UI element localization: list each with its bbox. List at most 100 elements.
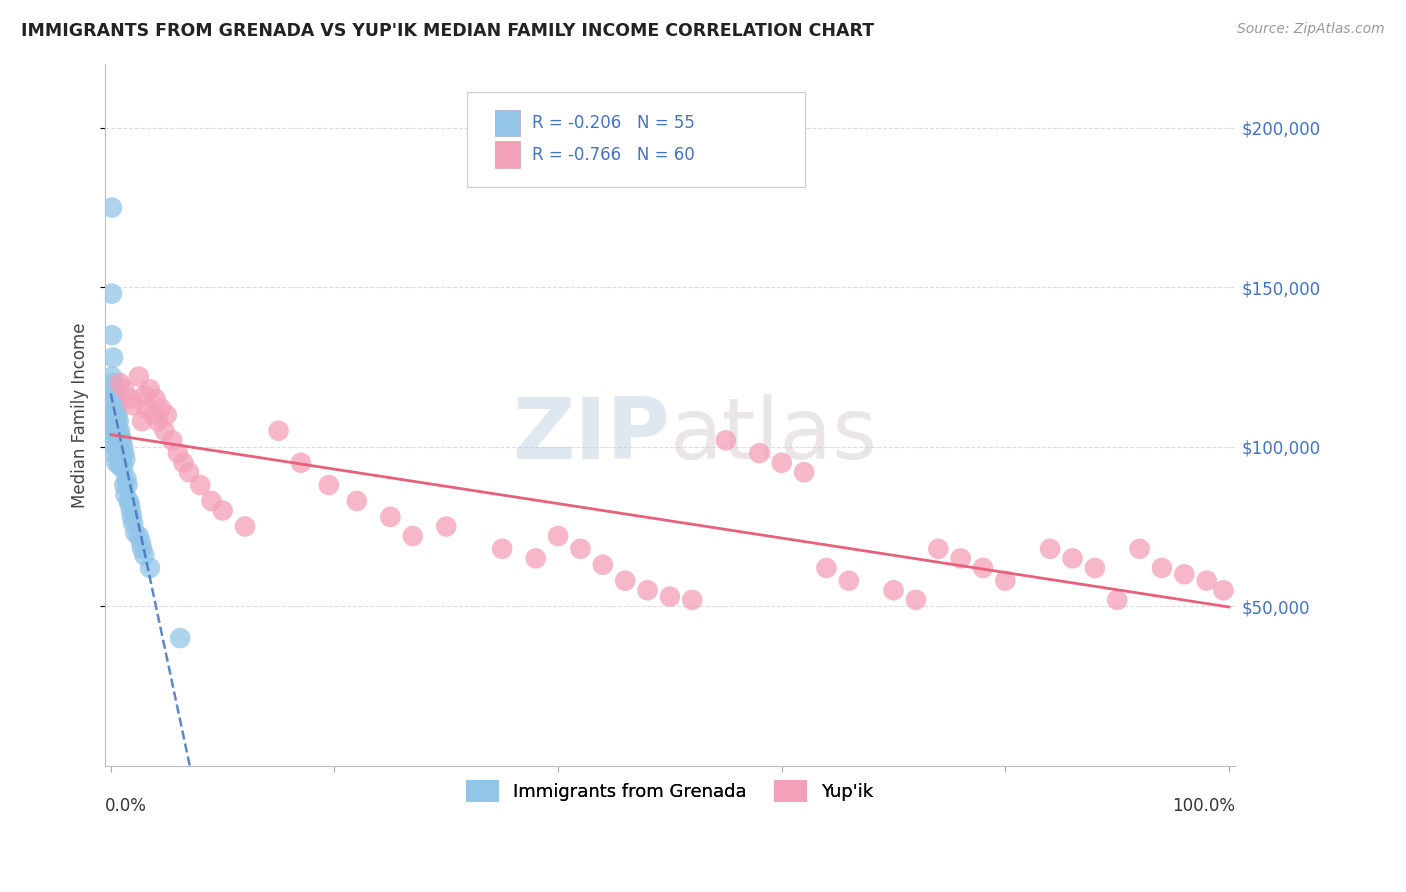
Point [104,440,127,454]
Point [162,434,184,448]
Point [547,529,569,543]
Point [105,430,128,444]
Point [105,414,128,428]
Point [104,424,127,438]
Point [267,424,290,438]
Point [1062,551,1084,566]
Point [1212,583,1234,598]
Point [1173,567,1195,582]
Point [380,509,402,524]
FancyBboxPatch shape [467,92,806,186]
Point [134,389,156,403]
Point [883,583,905,598]
Point [111,434,134,448]
Point [188,478,211,492]
FancyBboxPatch shape [495,141,520,168]
Point [120,503,142,517]
Point [128,369,150,384]
Point [173,456,195,470]
Point [131,414,153,428]
Point [1150,561,1173,575]
Point [927,541,949,556]
Point [346,494,368,508]
Point [101,201,124,215]
Point [592,558,614,572]
Point [524,551,547,566]
Point [121,509,143,524]
Point [103,430,125,444]
Point [949,551,972,566]
Point [103,401,125,416]
Point [972,561,994,575]
Point [838,574,860,588]
Point [108,440,131,454]
Point [112,478,135,492]
Point [110,452,132,467]
Point [117,478,139,492]
Point [131,541,153,556]
Point [153,424,176,438]
Point [1129,541,1152,556]
Point [101,369,124,384]
Point [318,478,340,492]
Point [104,392,127,406]
Legend: Immigrants from Grenada, Yup'ik: Immigrants from Grenada, Yup'ik [460,772,880,809]
Point [120,392,142,406]
Point [104,408,127,422]
Point [101,424,124,438]
Y-axis label: Median Family Income: Median Family Income [72,322,89,508]
Point [118,497,141,511]
Point [156,408,179,422]
Point [614,574,637,588]
Point [569,541,592,556]
Point [105,401,128,416]
Point [122,398,145,412]
Point [904,592,927,607]
Point [110,430,132,444]
Point [112,446,135,460]
FancyBboxPatch shape [495,110,520,136]
Point [111,456,134,470]
Text: ZIP: ZIP [512,394,669,477]
Text: Source: ZipAtlas.com: Source: ZipAtlas.com [1237,22,1385,37]
Text: IMMIGRANTS FROM GRENADA VS YUP'IK MEDIAN FAMILY INCOME CORRELATION CHART: IMMIGRANTS FROM GRENADA VS YUP'IK MEDIAN… [21,22,875,40]
Point [815,561,838,575]
Point [994,574,1017,588]
Point [107,440,129,454]
Point [770,456,793,470]
Point [134,548,156,562]
Point [101,286,124,301]
Point [169,631,191,645]
Point [114,452,136,467]
Point [1084,561,1107,575]
Point [139,382,162,396]
Point [115,472,138,486]
Point [105,456,128,470]
Point [122,516,145,531]
Point [103,446,125,460]
Text: R = -0.206   N = 55: R = -0.206 N = 55 [531,114,695,132]
Point [107,424,129,438]
Point [1195,574,1218,588]
Point [146,414,169,428]
Point [101,408,124,422]
Point [112,462,135,476]
Point [107,452,129,467]
Point [200,494,222,508]
Text: 100.0%: 100.0% [1171,797,1234,815]
Text: 0.0%: 0.0% [105,797,148,815]
Point [637,583,659,598]
Point [107,414,129,428]
Point [714,434,737,448]
Point [112,382,135,396]
Point [108,424,131,438]
Point [108,458,131,473]
Point [145,392,167,406]
Point [150,401,173,416]
Point [290,456,312,470]
Point [681,592,703,607]
Point [124,525,146,540]
Point [107,408,129,422]
Point [129,535,152,549]
Point [748,446,770,460]
